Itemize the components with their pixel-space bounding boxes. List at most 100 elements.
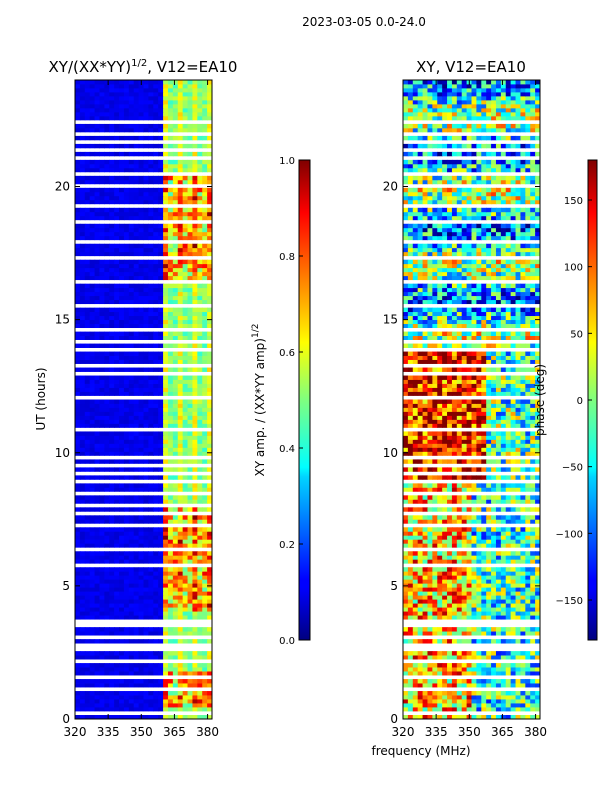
heatmap-cell [187, 691, 194, 696]
heatmap-cell [197, 391, 203, 396]
heatmap-cell [177, 443, 184, 448]
heatmap-cell [456, 611, 463, 616]
heatmap-cell [207, 231, 212, 237]
heatmap-cell [158, 443, 164, 448]
heatmap-cell [75, 83, 81, 89]
heatmap-cell [515, 487, 522, 492]
heatmap-cell [123, 495, 130, 500]
heatmap-cell [403, 631, 409, 636]
heatmap-cell [207, 567, 212, 572]
heatmap-cell [104, 387, 110, 392]
heatmap-cell [417, 543, 424, 548]
heatmap-cell [481, 443, 487, 448]
heatmap-cell [114, 591, 120, 596]
heatmap-cell [109, 235, 115, 241]
heatmap-cell [192, 199, 198, 205]
heatmap-cell [427, 499, 433, 504]
heatmap-cell [403, 467, 409, 472]
heatmap-cell [177, 127, 184, 133]
heatmap-cell [133, 603, 140, 608]
heatmap-cell [202, 431, 208, 436]
heatmap-cell [148, 571, 154, 576]
heatmap-cell [192, 251, 198, 257]
heatmap-cell [182, 251, 189, 257]
heatmap-cell [94, 283, 101, 289]
heatmap-cell [530, 611, 536, 616]
heatmap-cell [94, 99, 101, 105]
heatmap-cell [437, 495, 443, 500]
heatmap-cell [202, 299, 208, 305]
heatmap-cell [207, 451, 212, 456]
heatmap-cell [510, 691, 517, 696]
heatmap-cell [133, 583, 140, 588]
heatmap-cell [427, 671, 433, 676]
heatmap-cell [138, 651, 145, 656]
heatmap-cell [133, 439, 140, 444]
heatmap-cell [114, 487, 120, 492]
heatmap-cell [114, 91, 120, 97]
heatmap-cell [530, 539, 536, 544]
heatmap-cell [158, 319, 164, 325]
heatmap-cell [466, 423, 473, 428]
heatmap-cell [163, 603, 169, 608]
heatmap-cell [535, 655, 540, 660]
heatmap-cell [182, 683, 189, 688]
heatmap-cell [177, 83, 184, 89]
heatmap-cell [182, 187, 189, 193]
heatmap-cell [466, 707, 473, 712]
heatmap-cell [94, 419, 101, 424]
heatmap-cell [89, 531, 96, 536]
heatmap-cell [114, 335, 120, 340]
heatmap-cell [447, 611, 453, 616]
heatmap-cell [153, 651, 159, 656]
heatmap-cell [417, 551, 424, 556]
heatmap-cell [128, 699, 135, 704]
heatmap-cell [172, 267, 179, 273]
heatmap-cell [109, 607, 115, 612]
heatmap-cell [456, 603, 463, 608]
heatmap-cell [432, 519, 438, 524]
heatmap-cell [167, 379, 174, 384]
heatmap-cell [437, 467, 443, 472]
heatmap-cell [197, 215, 203, 221]
heatmap-cell [525, 695, 531, 700]
heatmap-cell [75, 551, 81, 556]
heatmap-cell [79, 247, 86, 253]
heatmap-cell [197, 555, 203, 560]
heatmap-cell [172, 175, 179, 181]
heatmap-cell [461, 519, 468, 524]
heatmap-cell [182, 351, 189, 356]
heatmap-cell [417, 679, 424, 684]
heatmap-cell [172, 575, 179, 580]
heatmap-cell [104, 295, 110, 301]
heatmap-cell [114, 439, 120, 444]
heatmap-cell [177, 251, 184, 257]
heatmap-cell [109, 107, 115, 113]
heatmap-cell [119, 207, 125, 213]
heatmap-cell [207, 611, 212, 616]
heatmap-cell [422, 415, 429, 420]
heatmap-cell [143, 335, 149, 340]
heatmap-cell [79, 391, 86, 396]
heatmap-cell [163, 447, 169, 452]
heatmap-cell [114, 695, 120, 700]
heatmap-cell [119, 519, 125, 524]
heatmap-cell [182, 483, 189, 488]
heatmap-cell [187, 99, 194, 105]
heatmap-cell [84, 387, 91, 392]
heatmap-cell [202, 379, 208, 384]
heatmap-cell [422, 571, 429, 576]
heatmap-cell [525, 507, 531, 512]
heatmap-cell [177, 707, 184, 712]
heatmap-cell [510, 499, 517, 504]
heatmap-cell [456, 543, 463, 548]
heatmap-cell [530, 591, 536, 596]
heatmap-cell [202, 151, 208, 157]
heatmap-cell [89, 403, 96, 408]
heatmap-cell [163, 151, 169, 157]
heatmap-cell [119, 99, 125, 105]
heatmap-cell [432, 527, 438, 532]
heatmap-cell [466, 519, 473, 524]
heatmap-cell [177, 407, 184, 412]
heatmap-cell [491, 467, 497, 472]
